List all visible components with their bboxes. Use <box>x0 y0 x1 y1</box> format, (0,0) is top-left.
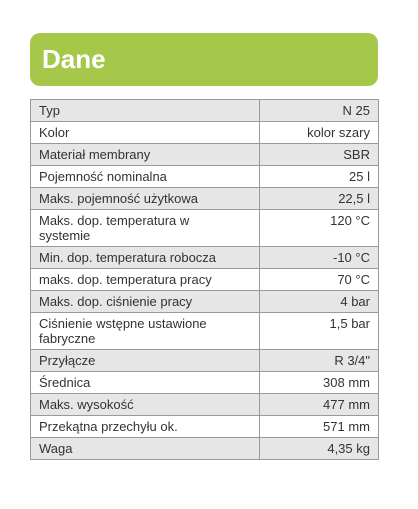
row-label: Maks. dop. temperatura w systemie <box>30 209 260 247</box>
row-value: 4,35 kg <box>259 437 379 460</box>
table-row: Kolor kolor szary <box>30 121 379 144</box>
row-label: Materiał membrany <box>30 143 260 166</box>
table-row: Średnica 308 mm <box>30 371 379 394</box>
row-value: 120 °C <box>259 209 379 247</box>
row-value: 308 mm <box>259 371 379 394</box>
row-label: Waga <box>30 437 260 460</box>
row-label: Maks. pojemność użytkowa <box>30 187 260 210</box>
data-table: Typ N 25 Kolor kolor szary Materiał membrany… <box>30 99 379 460</box>
row-value: 571 mm <box>259 415 379 438</box>
table-row: Min. dop. temperatura robocza -10 °C <box>30 246 379 269</box>
table-row: maks. dop. temperatura pracy 70 °C <box>30 268 379 291</box>
table-row: Maks. dop. ciśnienie pracy 4 bar <box>30 290 379 313</box>
row-value: 477 mm <box>259 393 379 416</box>
row-value: R 3/4" <box>259 349 379 372</box>
table-row: Ciśnienie wstępne ustawione fabryczne 1,5… <box>30 312 379 350</box>
row-value: N 25 <box>259 99 379 122</box>
header: Dane <box>30 33 378 86</box>
header-title: Dane <box>42 44 106 74</box>
row-label: Ciśnienie wstępne ustawione fabryczne <box>30 312 260 350</box>
row-label: Maks. wysokość <box>30 393 260 416</box>
row-value: 1,5 bar <box>259 312 379 350</box>
row-value: SBR <box>259 143 379 166</box>
row-value: -10 °C <box>259 246 379 269</box>
row-label: maks. dop. temperatura pracy <box>30 268 260 291</box>
row-label: Średnica <box>30 371 260 394</box>
row-value: 70 °C <box>259 268 379 291</box>
table-row: Przekątna przechyłu ok. 571 mm <box>30 415 379 438</box>
table-row: Waga 4,35 kg <box>30 437 379 460</box>
row-value: 4 bar <box>259 290 379 313</box>
table-row: Typ N 25 <box>30 99 379 122</box>
table-row: Przyłącze R 3/4" <box>30 349 379 372</box>
row-label: Pojemność nominalna <box>30 165 260 188</box>
row-value: kolor szary <box>259 121 379 144</box>
table-row: Materiał membrany SBR <box>30 143 379 166</box>
row-value: 25 l <box>259 165 379 188</box>
table-row: Maks. wysokość 477 mm <box>30 393 379 416</box>
row-label: Przekątna przechyłu ok. <box>30 415 260 438</box>
row-label: Przyłącze <box>30 349 260 372</box>
table-row: Pojemność nominalna 25 l <box>30 165 379 188</box>
row-label: Kolor <box>30 121 260 144</box>
row-value: 22,5 l <box>259 187 379 210</box>
row-label: Min. dop. temperatura robocza <box>30 246 260 269</box>
row-label: Typ <box>30 99 260 122</box>
table-row: Maks. dop. temperatura w systemie 120 °C <box>30 209 379 247</box>
row-label: Maks. dop. ciśnienie pracy <box>30 290 260 313</box>
table-row: Maks. pojemność użytkowa 22,5 l <box>30 187 379 210</box>
